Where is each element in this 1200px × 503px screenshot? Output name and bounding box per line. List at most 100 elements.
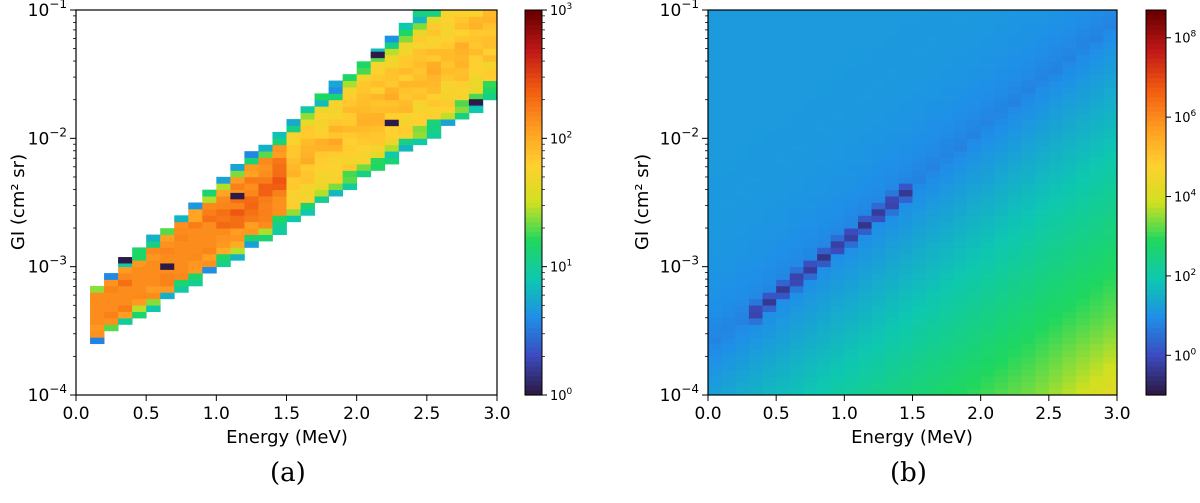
heatmap-cell bbox=[1021, 80, 1036, 88]
heatmap-cell bbox=[721, 35, 736, 43]
heatmap-cell bbox=[926, 234, 941, 242]
heatmap-cell bbox=[912, 266, 927, 274]
heatmap-cell bbox=[708, 10, 723, 17]
heatmap-cell bbox=[789, 234, 804, 242]
heatmap-cell bbox=[1021, 61, 1036, 69]
heatmap-cell bbox=[939, 170, 954, 178]
heatmap-cell bbox=[1021, 16, 1036, 24]
heatmap-cell bbox=[994, 305, 1009, 312]
heatmap-cell bbox=[426, 112, 442, 120]
heatmap-cell bbox=[1103, 22, 1118, 30]
heatmap-cell bbox=[735, 176, 750, 184]
heatmap-cell bbox=[1048, 35, 1063, 43]
heatmap-cell bbox=[1076, 170, 1091, 178]
colorbar-segment bbox=[1146, 236, 1166, 242]
heatmap-cell bbox=[708, 208, 723, 216]
colorbar-segment bbox=[525, 202, 542, 208]
heatmap-cell bbox=[1035, 131, 1050, 139]
heatmap-cell bbox=[1035, 356, 1050, 364]
heatmap-cell bbox=[912, 22, 927, 30]
heatmap-cell bbox=[967, 292, 982, 300]
heatmap-cell bbox=[1021, 99, 1036, 107]
heatmap-cell bbox=[939, 241, 954, 248]
heatmap-cell bbox=[926, 196, 941, 203]
heatmap-cell bbox=[1035, 196, 1050, 203]
heatmap-cell bbox=[953, 202, 968, 210]
heatmap-cell bbox=[748, 170, 763, 178]
heatmap-cell bbox=[967, 144, 982, 152]
heatmap-cell bbox=[244, 176, 259, 184]
colorbar-segment bbox=[525, 216, 542, 223]
colorbar-segment bbox=[1146, 120, 1166, 127]
heatmap-cell bbox=[1048, 279, 1063, 287]
heatmap-cell bbox=[885, 170, 900, 178]
heatmap-cell bbox=[967, 285, 982, 293]
colorbar-segment bbox=[1146, 293, 1166, 300]
heatmap-cell bbox=[721, 170, 736, 178]
heatmap-cell bbox=[735, 164, 750, 171]
heatmap-cell bbox=[1007, 247, 1022, 255]
heatmap-cell bbox=[160, 273, 175, 280]
heatmap-cell bbox=[857, 337, 872, 345]
heatmap-cell bbox=[885, 241, 900, 248]
heatmap-cell bbox=[1089, 67, 1104, 75]
heatmap-cell bbox=[789, 292, 804, 300]
heatmap-cell bbox=[994, 279, 1009, 287]
heatmap-cell bbox=[1007, 42, 1022, 49]
heatmap-cell bbox=[1076, 337, 1091, 345]
heatmap-cell bbox=[1048, 48, 1063, 56]
heatmap-cell bbox=[1089, 125, 1104, 133]
heatmap-cell bbox=[776, 16, 791, 24]
heatmap-cell bbox=[1076, 208, 1091, 216]
heatmap-cell bbox=[356, 99, 372, 107]
colorbar-segment bbox=[1146, 188, 1166, 194]
heatmap-cell bbox=[1007, 189, 1022, 197]
heatmap-cell bbox=[939, 42, 954, 49]
heatmap-cell bbox=[426, 67, 442, 75]
heatmap-cell bbox=[885, 273, 900, 280]
heatmap-cell bbox=[885, 202, 900, 210]
heatmap-cell bbox=[953, 157, 968, 165]
heatmap-cell bbox=[398, 48, 414, 56]
heatmap-cell bbox=[803, 138, 818, 146]
heatmap-cell bbox=[830, 170, 845, 178]
heatmap-cell bbox=[967, 151, 982, 158]
heatmap-cell bbox=[1103, 151, 1118, 158]
heatmap-cell bbox=[776, 10, 791, 17]
heatmap-cell bbox=[857, 382, 872, 389]
heatmap-cell bbox=[1076, 253, 1091, 261]
heatmap-cell bbox=[994, 375, 1009, 383]
heatmap-cell bbox=[967, 228, 982, 235]
colorbar-segment bbox=[525, 207, 542, 213]
heatmap-cell bbox=[398, 35, 414, 43]
heatmap-cell bbox=[328, 125, 344, 133]
heatmap-cell bbox=[90, 324, 105, 332]
heatmap-cell bbox=[454, 112, 470, 120]
colorbar-segment bbox=[525, 385, 542, 391]
heatmap-cell bbox=[412, 138, 428, 146]
heatmap-cell bbox=[1062, 125, 1077, 133]
heatmap-cell bbox=[1007, 164, 1022, 171]
heatmap-cell bbox=[721, 67, 736, 75]
heatmap-cell bbox=[1103, 106, 1118, 114]
heatmap-cell bbox=[980, 215, 995, 223]
heatmap-cell bbox=[830, 87, 845, 94]
heatmap-cell bbox=[1076, 74, 1091, 81]
heatmap-cell bbox=[356, 170, 372, 178]
heatmap-cell bbox=[132, 279, 147, 287]
heatmap-cell bbox=[708, 67, 723, 75]
heatmap-cell bbox=[980, 183, 995, 191]
heatmap-cell bbox=[1062, 29, 1077, 37]
heatmap-cell bbox=[844, 305, 859, 312]
colorbar-segment bbox=[1146, 29, 1166, 35]
heatmap-cell bbox=[967, 67, 982, 75]
heatmap-cell bbox=[817, 202, 832, 210]
heatmap-cell bbox=[994, 22, 1009, 30]
heatmap-cell bbox=[1035, 67, 1050, 75]
heatmap-cell bbox=[735, 16, 750, 24]
heatmap-cell bbox=[898, 369, 913, 377]
heatmap-cell bbox=[885, 266, 900, 274]
colorbar-segment bbox=[525, 96, 542, 103]
heatmap-cell bbox=[871, 330, 886, 338]
